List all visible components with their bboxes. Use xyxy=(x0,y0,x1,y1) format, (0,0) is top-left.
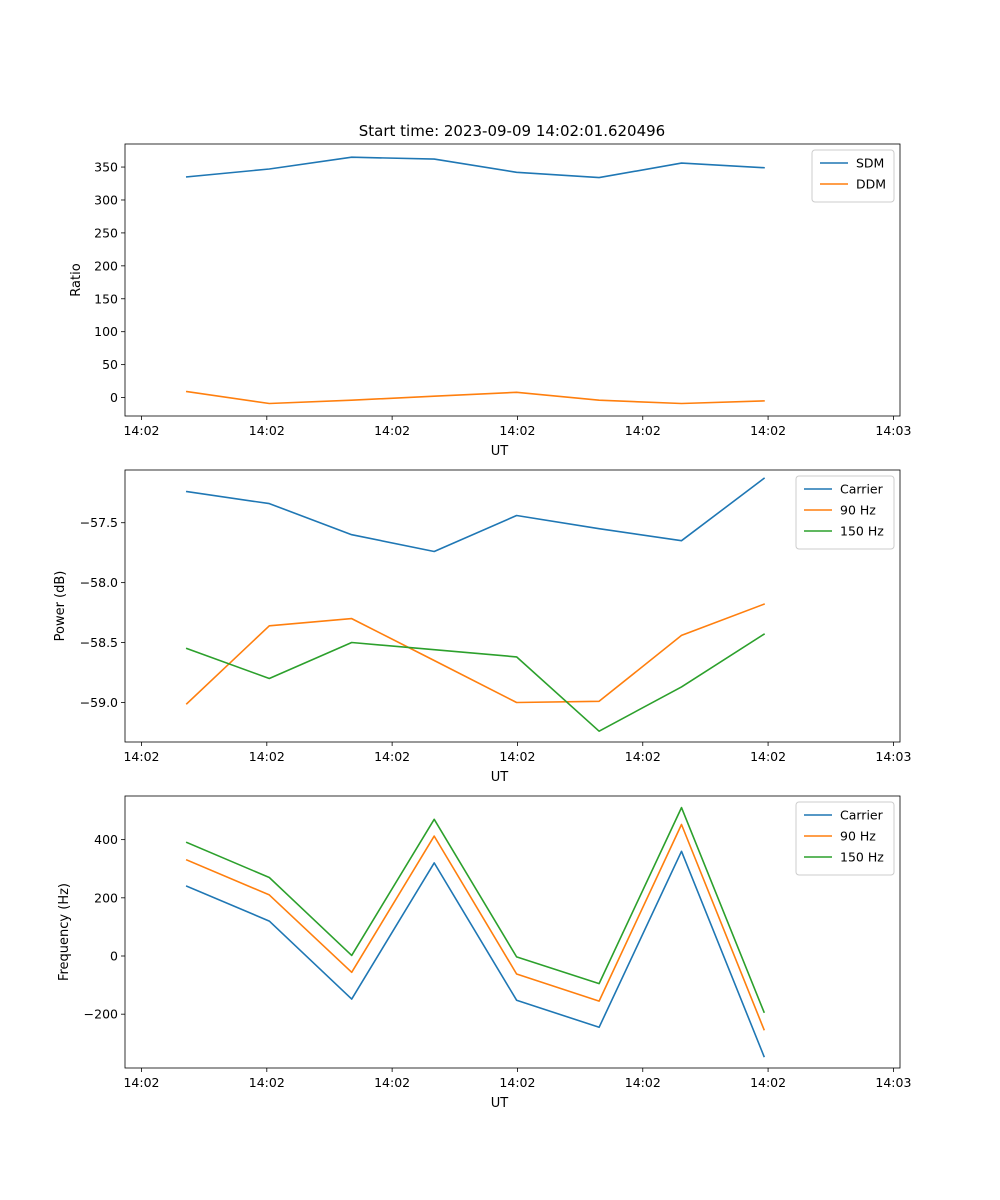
series-line-90-hz xyxy=(185,603,766,705)
x-tick-label: 14:02 xyxy=(625,749,661,764)
y-tick-label: 50 xyxy=(102,357,118,372)
legend: Carrier 90 Hz 150 Hz xyxy=(795,801,895,876)
y-tick-label: −58.0 xyxy=(80,575,118,590)
y-tick-label: 0 xyxy=(110,949,118,964)
series-line-150-hz xyxy=(185,806,766,1014)
legend: Carrier 90 Hz 150 Hz xyxy=(795,475,895,550)
y-tick-label: 150 xyxy=(94,291,118,306)
series-line-150-hz xyxy=(185,633,766,733)
x-tick-label: 14:02 xyxy=(249,749,285,764)
y-tick-label: −58.5 xyxy=(80,635,118,650)
y-tick-label: −59.0 xyxy=(80,695,118,710)
axes-frame xyxy=(124,469,901,743)
y-tick-label: 0 xyxy=(110,390,118,405)
legend-label: 90 Hz xyxy=(840,503,876,518)
x-tick-label: 14:02 xyxy=(625,423,661,438)
x-tick-label: 14:02 xyxy=(249,423,285,438)
legend-label: DDM xyxy=(856,177,886,192)
x-tick-label: 14:02 xyxy=(750,423,786,438)
series-line-sdm xyxy=(185,156,765,179)
y-axis-label: Ratio xyxy=(69,263,84,296)
x-tick-label: 14:02 xyxy=(625,1075,661,1090)
x-axis-label: UT xyxy=(491,770,509,785)
x-tick-label: 14:02 xyxy=(123,749,159,764)
legend-label: SDM xyxy=(856,156,884,171)
y-tick-label: 100 xyxy=(94,324,118,339)
y-axis-label: Frequency (Hz) xyxy=(57,883,72,981)
x-tick-label: 14:02 xyxy=(123,1075,159,1090)
legend-label: Carrier xyxy=(840,808,884,823)
chart-panel-1: 14:02 14:02 14:02 14:02 14:02 14:02 14:03 0 50 10… xyxy=(69,143,911,459)
x-tick-label: 14:03 xyxy=(875,749,911,764)
x-tick-label: 14:03 xyxy=(875,1075,911,1090)
x-axis-label: UT xyxy=(491,444,509,459)
x-tick-label: 14:02 xyxy=(123,423,159,438)
legend-label: Carrier xyxy=(840,482,884,497)
x-tick-label: 14:02 xyxy=(249,1075,285,1090)
x-axis-label: UT xyxy=(491,1096,509,1111)
y-tick-label: 250 xyxy=(94,225,118,240)
legend-label: 90 Hz xyxy=(840,829,876,844)
x-tick-label: 14:02 xyxy=(374,749,410,764)
x-tick-label: 14:03 xyxy=(875,423,911,438)
legend-label: 150 Hz xyxy=(840,850,884,865)
figure-title: Start time: 2023-09-09 14:02:01.620496 xyxy=(359,122,665,140)
y-tick-label: 350 xyxy=(94,160,118,175)
legend-label: 150 Hz xyxy=(840,524,884,539)
y-tick-label: 300 xyxy=(94,192,118,207)
chart-panel-2: 14:02 14:02 14:02 14:02 14:02 14:02 14:03 −59.0… xyxy=(53,469,911,785)
subplot-panels: 14:02 14:02 14:02 14:02 14:02 14:02 14:03 0 50 10… xyxy=(53,143,911,1111)
axes-frame xyxy=(124,143,901,417)
x-tick-label: 14:02 xyxy=(374,1075,410,1090)
series-line-carrier xyxy=(185,850,766,1058)
y-tick-label: −200 xyxy=(84,1007,118,1022)
legend: SDM DDM xyxy=(811,149,895,203)
y-tick-label: 200 xyxy=(94,258,118,273)
x-tick-label: 14:02 xyxy=(499,423,535,438)
y-tick-label: 200 xyxy=(94,890,118,905)
y-tick-label: −57.5 xyxy=(80,515,118,530)
x-tick-label: 14:02 xyxy=(750,1075,786,1090)
x-tick-label: 14:02 xyxy=(499,749,535,764)
series-line-ddm xyxy=(185,390,765,405)
x-tick-label: 14:02 xyxy=(499,1075,535,1090)
axes-frame xyxy=(124,795,901,1069)
series-line-carrier xyxy=(185,477,766,553)
y-tick-label: 400 xyxy=(94,832,118,847)
series-line-90-hz xyxy=(185,823,766,1031)
y-axis-label: Power (dB) xyxy=(53,571,68,642)
x-tick-label: 14:02 xyxy=(750,749,786,764)
x-tick-label: 14:02 xyxy=(374,423,410,438)
chart-panel-3: 14:02 14:02 14:02 14:02 14:02 14:02 14:03 −200 0… xyxy=(57,795,911,1111)
